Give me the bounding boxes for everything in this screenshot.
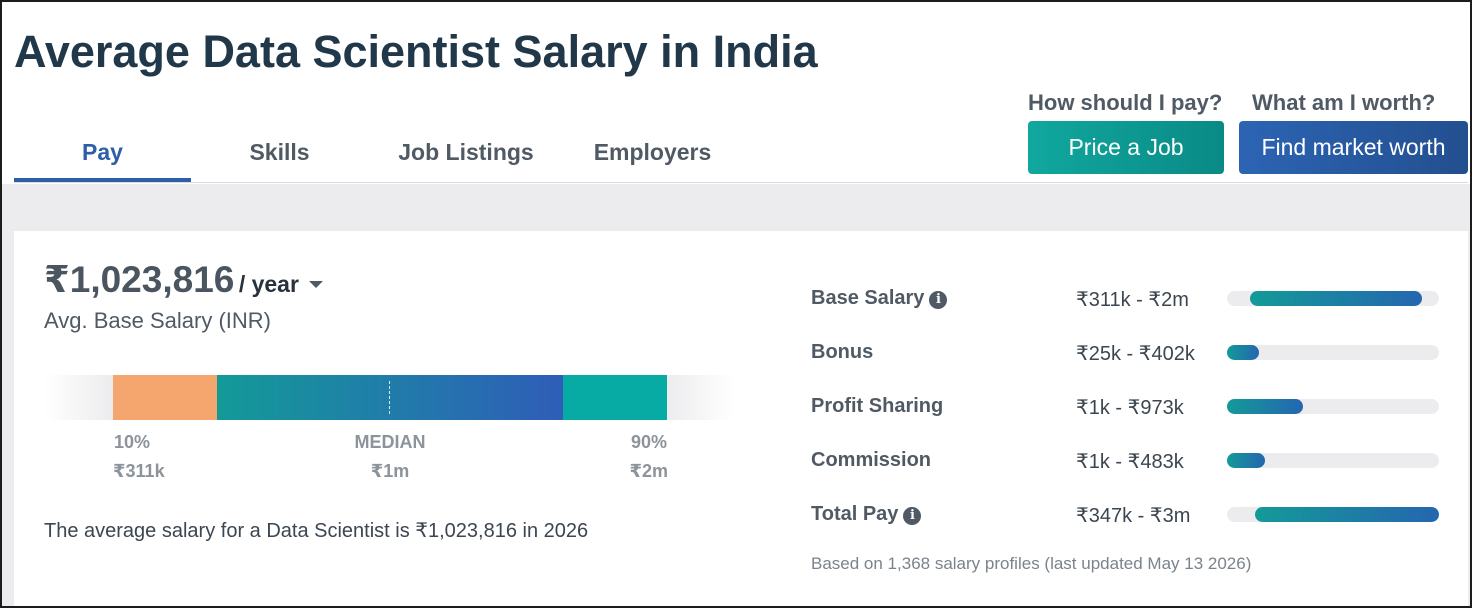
- tab-pay[interactable]: Pay: [14, 126, 191, 182]
- breakdown-range-total-pay: ₹347k - ₹3m: [1076, 505, 1191, 527]
- breakdown-label-base-salary: Base Salary i: [811, 287, 948, 310]
- breakdown-range-profit-sharing: ₹1k - ₹973k: [1076, 397, 1184, 419]
- median-label: MEDIAN: [354, 432, 426, 452]
- avg-base-salary-label: Avg. Base Salary (INR): [44, 308, 272, 333]
- worth-question: What am I worth?: [1252, 90, 1436, 115]
- median-marker: [389, 381, 390, 414]
- tab-job-listings[interactable]: Job Listings: [398, 139, 534, 165]
- find-market-worth-button[interactable]: Find market worth: [1239, 121, 1468, 174]
- percentile-10-value: ₹311k: [113, 461, 165, 481]
- range-segment-low: [113, 375, 217, 420]
- breakdown-label-total-pay: Total Pay i: [811, 503, 922, 526]
- breakdown-bar-profit-sharing: [1227, 399, 1304, 414]
- footnote: Based on 1,368 salary profiles (last upd…: [811, 554, 1252, 573]
- salary-amount: ₹1,023,816 / year: [44, 258, 299, 301]
- breakdown-range-bonus: ₹25k - ₹402k: [1076, 343, 1195, 365]
- info-icon[interactable]: i: [903, 507, 922, 525]
- percentile-90-label: 90%: [630, 432, 667, 452]
- salary-summary: The average salary for a Data Scientist …: [44, 520, 589, 542]
- breakdown-label-profit-sharing: Profit Sharing: [811, 395, 944, 417]
- breakdown-track-base-salary: [1227, 291, 1439, 306]
- breakdown-range-commission: ₹1k - ₹483k: [1076, 451, 1184, 473]
- salary-period: / year: [238, 271, 299, 297]
- percentile-90-value: ₹2m: [629, 461, 668, 481]
- median-value: ₹1m: [370, 461, 410, 481]
- caret-down-icon[interactable]: [309, 281, 323, 288]
- breakdown-track-total-pay: [1227, 507, 1439, 522]
- tab-skills[interactable]: Skills: [249, 139, 310, 165]
- breakdown-track-bonus: [1227, 345, 1439, 360]
- price-a-job-button[interactable]: Price a Job: [1028, 121, 1224, 174]
- breakdown-label-commission: Commission: [811, 449, 932, 471]
- range-segment-high: [563, 375, 667, 420]
- page-title: Average Data Scientist Salary in India: [14, 26, 818, 77]
- range-segment-middle: [217, 375, 563, 420]
- breakdown-bar-commission: [1227, 453, 1266, 468]
- breakdown-range-base-salary: ₹311k - ₹2m: [1076, 289, 1189, 311]
- breakdown-bar-total-pay: [1254, 507, 1439, 522]
- breakdown-bar-bonus: [1227, 345, 1259, 360]
- breakdown-bar-base-salary: [1250, 291, 1423, 306]
- tabs-divider: [14, 182, 1468, 183]
- price-question: How should I pay?: [1028, 90, 1223, 115]
- breakdown-label-bonus: Bonus: [811, 341, 874, 363]
- salary-amount-value: ₹1,023,816: [44, 259, 235, 300]
- tab-employers[interactable]: Employers: [593, 139, 712, 165]
- percentile-10-label: 10%: [114, 432, 151, 452]
- breakdown-track-commission: [1227, 453, 1439, 468]
- info-icon[interactable]: i: [929, 291, 948, 309]
- breakdown-track-profit-sharing: [1227, 399, 1439, 414]
